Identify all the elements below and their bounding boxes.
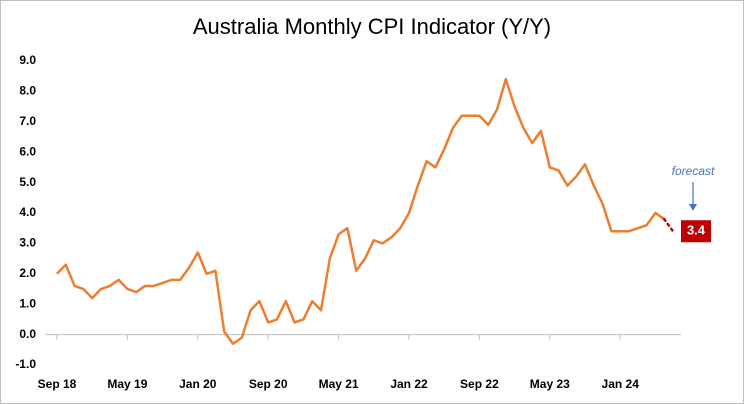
x-tick-label: May 19: [107, 377, 147, 391]
chart-title: Australia Monthly CPI Indicator (Y/Y): [193, 14, 551, 39]
series-line: [662, 217, 675, 233]
series-line: [56, 77, 665, 345]
x-tick-label: Sep 20: [249, 377, 288, 391]
x-tick-label: Sep 18: [38, 377, 77, 391]
x-tick-label: Jan 24: [602, 377, 640, 391]
y-tick-label: 0.0: [19, 327, 36, 341]
y-tick-label: 4.0: [19, 205, 36, 219]
annotation: forecast: [672, 164, 715, 178]
x-tick-label: May 21: [319, 377, 359, 391]
value-label-box: [681, 220, 711, 243]
y-tick-label: 3.0: [19, 236, 36, 250]
x-tick-label: Jan 20: [179, 377, 217, 391]
y-tick-label: 6.0: [19, 144, 36, 158]
y-tick-label: -1.0: [15, 357, 36, 371]
y-tick-label: 8.0: [19, 84, 36, 98]
x-tick-label: Sep 22: [460, 377, 499, 391]
y-tick-label: 7.0: [19, 114, 36, 128]
x-tick-label: Jan 22: [390, 377, 428, 391]
y-tick-label: 2.0: [19, 266, 36, 280]
y-tick-label: 1.0: [19, 296, 36, 310]
annotation-arrowhead: [689, 204, 697, 211]
value-label: 3.4: [687, 223, 706, 238]
x-tick-label: May 23: [530, 377, 570, 391]
y-tick-label: 5.0: [19, 175, 36, 189]
y-tick-label: 9.0: [19, 53, 36, 67]
